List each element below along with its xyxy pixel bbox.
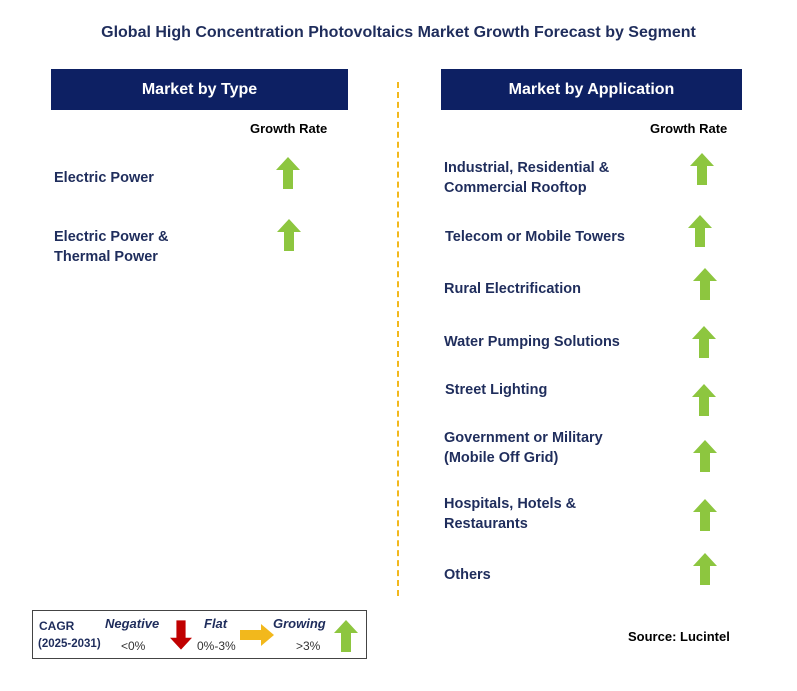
application-item-industrial-rooftop: Industrial, Residential & Commercial Roo… — [444, 160, 610, 196]
growing-arrow-up-icon — [276, 157, 300, 189]
legend-period: (2025-2031) — [38, 638, 101, 650]
legend-negative-label: Negative — [105, 616, 160, 631]
source-credit: Source: Lucintel — [628, 629, 730, 644]
type-item-electric-thermal-power: Electric Power & Thermal Power — [54, 229, 169, 265]
growing-arrow-up-icon — [277, 219, 301, 251]
application-item-water-pumping: Water Pumping Solutions — [444, 334, 620, 350]
application-item-others: Others — [444, 567, 491, 583]
application-item-telecom: Telecom or Mobile Towers — [445, 229, 625, 245]
application-header: Market by Application — [441, 69, 742, 110]
legend-cagr-label: CAGR — [39, 619, 75, 633]
application-growth-rate-label: Growth Rate — [650, 121, 728, 136]
type-header: Market by Type — [51, 69, 348, 110]
application-item-street-lighting: Street Lighting — [445, 382, 548, 398]
legend-flat-value: 0%-3% — [197, 639, 236, 653]
type-item-electric-power: Electric Power — [54, 170, 154, 186]
type-growth-rate-label: Growth Rate — [250, 121, 328, 136]
flat-arrow-right-icon — [240, 624, 274, 646]
growing-arrow-up-icon — [692, 326, 716, 358]
cagr-legend: CAGR (2025-2031) Negative <0% Flat 0%-3%… — [32, 610, 367, 659]
growing-arrow-up-icon — [693, 553, 717, 585]
growing-arrow-up-icon — [693, 440, 717, 472]
negative-arrow-down-icon — [170, 620, 192, 650]
growing-arrow-up-icon — [690, 153, 714, 185]
growing-arrow-up-icon — [693, 268, 717, 300]
growing-arrow-up-icon — [693, 499, 717, 531]
growing-arrow-up-icon — [692, 384, 716, 416]
page-title: Global High Concentration Photovoltaics … — [101, 24, 696, 41]
application-item-government-military: Government or Military (Mobile Off Grid) — [444, 430, 603, 466]
legend-negative-value: <0% — [121, 639, 146, 653]
application-item-hospitals-hotels: Hospitals, Hotels & Restaurants — [444, 496, 577, 532]
legend-growing-value: >3% — [296, 639, 321, 653]
application-item-rural-electrification: Rural Electrification — [444, 281, 581, 297]
panel-divider — [397, 82, 399, 596]
legend-flat-label: Flat — [204, 616, 228, 631]
growing-arrow-up-icon — [334, 620, 358, 652]
growing-arrow-up-icon — [688, 215, 712, 247]
legend-growing-label: Growing — [273, 616, 326, 631]
